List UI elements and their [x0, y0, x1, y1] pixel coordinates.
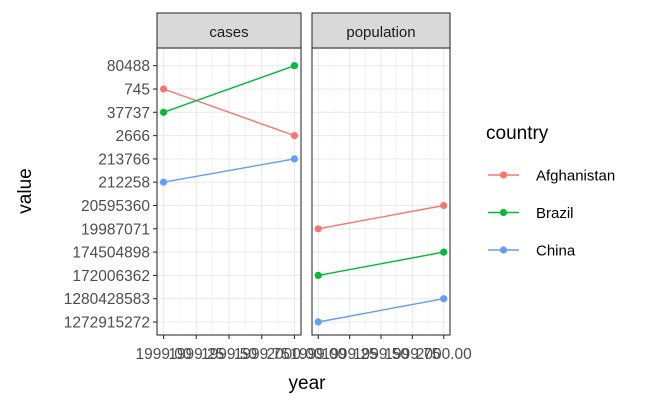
x-tick-label: 1999.75: [234, 346, 290, 363]
x-tick-label: 1999.00: [136, 346, 192, 363]
facet-strip: [311, 12, 451, 49]
y-tick-label: 20595360: [81, 198, 150, 215]
series-brazil: [314, 248, 448, 279]
data-point: [314, 318, 322, 326]
facet-strip: [156, 12, 302, 49]
legend-label: Brazil: [536, 205, 574, 222]
data-point: [314, 271, 322, 279]
facet-strip-label: population: [346, 24, 415, 41]
y-tick-label: 1280428583: [64, 291, 150, 308]
data-point: [290, 155, 299, 163]
legend-key-point: [499, 246, 508, 254]
series-line: [163, 65, 295, 113]
series-china: [159, 155, 299, 186]
y-tick-label: 213766: [98, 151, 150, 168]
y-tick-label: 1272915272: [64, 315, 150, 332]
y-tick-label: 172006362: [72, 268, 150, 285]
x-axis-title: year: [289, 373, 327, 394]
x-tick-label: 1999.25: [168, 346, 224, 363]
legend-item-china: China: [488, 243, 576, 260]
y-tick-label: 19987071: [81, 221, 150, 238]
data-point: [440, 295, 448, 303]
series-afghanistan: [314, 201, 448, 233]
y-tick-label: 212258: [98, 175, 150, 192]
y-tick-label: 37737: [107, 105, 150, 122]
data-point: [440, 248, 448, 256]
data-point: [159, 85, 168, 93]
legend-key-point: [499, 208, 508, 217]
legend: country Afghanistan Brazil China: [486, 123, 615, 260]
y-axis-title: value: [15, 168, 36, 213]
legend-item-brazil: Brazil: [488, 205, 574, 222]
x-tick-label: 2000.00: [416, 346, 472, 363]
x-axes: 1999.001999.251999.501999.752000.001999.…: [136, 335, 472, 363]
y-tick-label: 80488: [107, 58, 150, 75]
y-tick-label: 2666: [116, 128, 150, 145]
y-axis: 1272915272 1280428583 172006362 174504898 19…: [64, 58, 157, 332]
series-brazil: [159, 62, 299, 116]
series-line: [318, 298, 444, 323]
series-line: [318, 204, 444, 230]
series-china: [314, 295, 448, 326]
series-line: [163, 88, 295, 137]
legend-item-afghanistan: Afghanistan: [488, 168, 615, 185]
data-point: [159, 108, 168, 116]
data-point: [314, 225, 322, 233]
x-tick-label: 2000.00: [266, 346, 322, 363]
legend-label: Afghanistan: [536, 168, 615, 185]
series-afghanistan: [159, 85, 299, 140]
facet-panels: cases population: [156, 12, 451, 336]
y-tick-label: 174504898: [72, 245, 150, 262]
legend-key-point: [499, 171, 508, 179]
legend-label: China: [536, 243, 576, 260]
x-tick-label: 1999.50: [353, 346, 409, 363]
panel-population: population: [311, 12, 451, 336]
data-point: [440, 201, 448, 210]
panel-cases: cases: [156, 12, 302, 336]
x-tick-label: 1999.25: [322, 346, 378, 363]
x-tick-label: 1999.75: [384, 346, 440, 363]
series-line: [318, 251, 444, 277]
data-point: [159, 178, 168, 186]
series-line: [163, 158, 295, 183]
x-tick-label: 1999.50: [201, 346, 257, 363]
legend-title: country: [486, 123, 549, 144]
facet-strip-label: cases: [209, 24, 248, 41]
y-tick-label: 745: [124, 82, 150, 99]
data-point: [290, 62, 299, 70]
data-point: [290, 132, 299, 140]
x-tick-label: 1999.00: [290, 346, 346, 363]
